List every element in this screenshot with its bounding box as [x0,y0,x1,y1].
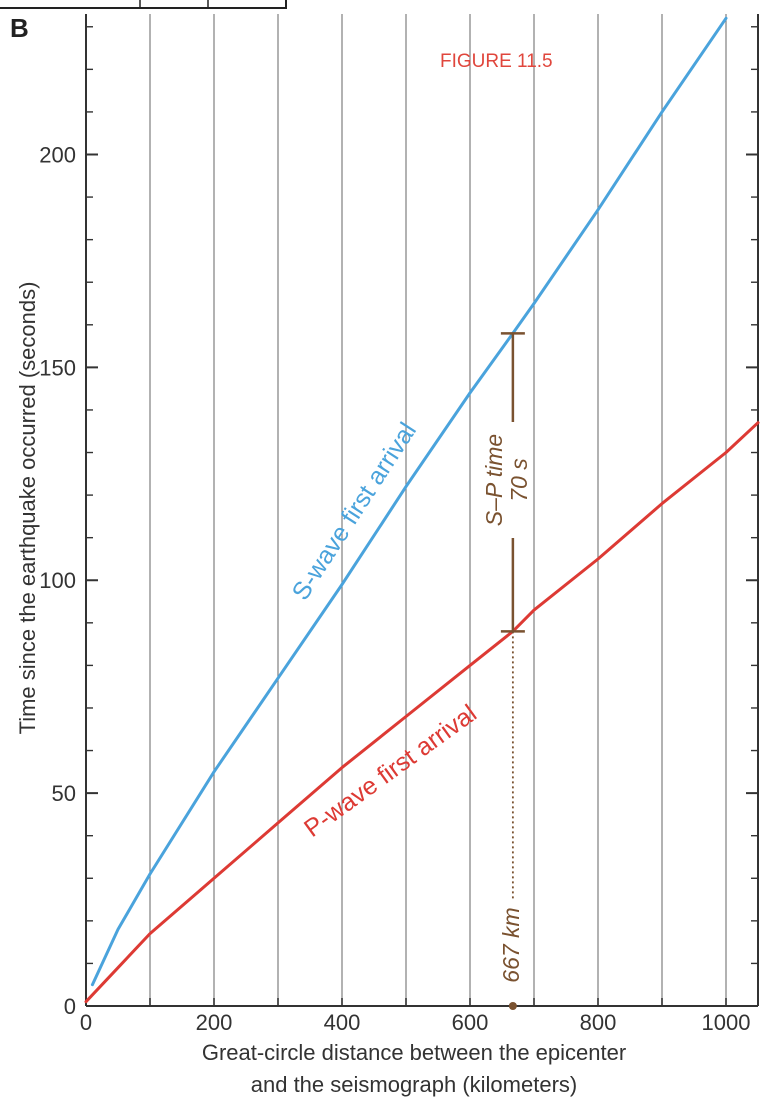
y-tick-label-150: 150 [39,355,76,380]
x-axis-title-line1: Great-circle distance between the epicen… [202,1040,626,1065]
y-tick-label-0: 0 [64,994,76,1019]
x-tick-label-400: 400 [324,1010,361,1035]
y-axis-title: Time since the earthquake occurred (seco… [15,282,40,735]
y-tick-label-50: 50 [52,781,76,806]
annotations [500,332,525,1010]
sp-value-label: 70 s [506,458,532,502]
x-tick-label-1000: 1000 [702,1010,751,1035]
x-tick-label-0: 0 [80,1010,92,1035]
vertical-gridlines [149,14,727,1006]
figure-label: FIGURE 11.5 [440,51,553,72]
series-line-p-wave [84,421,760,1004]
tick-marks [85,26,758,1007]
y-tick-label-100: 100 [39,568,76,593]
x-tick-label-600: 600 [452,1010,489,1035]
p-wave-label: P-wave first arrival [299,699,482,842]
distance-label: 667 km [498,907,524,982]
s-wave-label: S-wave first arrival [287,418,422,606]
x-tick-label-800: 800 [580,1010,617,1035]
text-labels: B FIGURE 11.5 Great-circle distance betw… [10,13,750,1097]
y-tick-label-200: 200 [39,142,76,167]
top-left-clip-box [0,0,287,9]
x-tick-label-200: 200 [196,1010,233,1035]
axes [85,14,759,1007]
series-line-s-wave [90,16,728,987]
distance-point [508,1002,517,1010]
sp-time-label: S–P time [481,434,507,526]
series-lines [84,16,760,1004]
x-axis-title-line2: and the seismograph (kilometers) [251,1072,577,1097]
panel-letter: B [10,13,29,43]
